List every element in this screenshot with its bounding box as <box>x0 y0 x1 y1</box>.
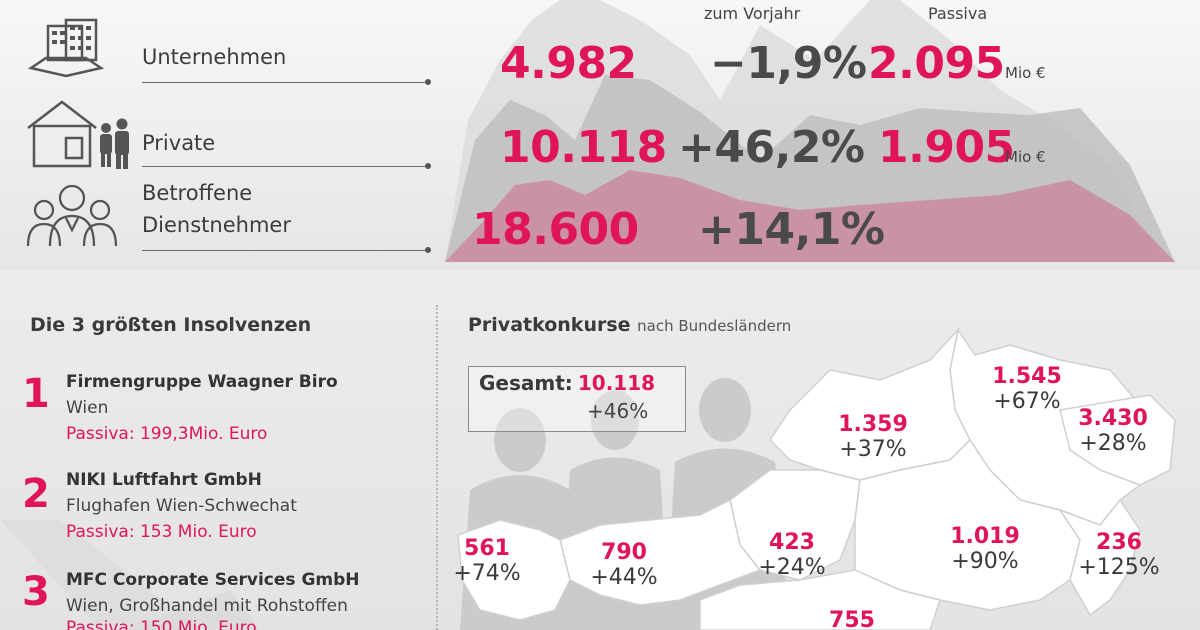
largest-insolvencies-title: Die 3 größten Insolvenzen <box>30 314 312 336</box>
insolvency-name-1: Firmengruppe Waagner Biro <box>66 372 338 392</box>
state-value: 236 <box>1096 530 1142 555</box>
map-title: Privatkonkurse nach Bundesländern <box>468 314 791 336</box>
map-region-burgenland <box>1058 498 1141 617</box>
state-kaernten: 755 <box>812 608 892 630</box>
state-change: +125% <box>1078 555 1160 580</box>
column-header-liabilities: Passiva <box>928 4 988 23</box>
insolvency-location-1: Wien <box>66 398 109 418</box>
row-rule-dot <box>425 79 431 85</box>
state-value: 755 <box>829 608 875 630</box>
state-salzburg: 423 +24% <box>752 530 832 580</box>
total-box: Gesamt: 10.118 +46% <box>468 366 686 432</box>
section-divider <box>436 305 438 630</box>
state-burgenland: 236 +125% <box>1074 530 1164 580</box>
map-title-main: Privatkonkurse <box>468 314 631 336</box>
insolvency-liabilities-3: Passiva: 150 Mio. Euro <box>66 618 257 630</box>
state-value: 561 <box>464 536 510 561</box>
state-value: 790 <box>601 540 647 565</box>
map-region-tirol <box>559 498 762 606</box>
state-change: +74% <box>453 561 521 586</box>
insolvency-name-2: NIKI Luftfahrt GmbH <box>66 470 262 490</box>
total-label: Gesamt: <box>479 371 573 395</box>
row-rule-dot <box>425 163 431 169</box>
companies-liabilities: 2.095 <box>868 38 1005 89</box>
row-rule-private <box>142 166 428 167</box>
employees-change: +14,1% <box>698 204 885 255</box>
total-change: +46% <box>587 399 649 423</box>
state-vorarlberg: 561 +74% <box>452 536 522 586</box>
companies-change: −1,9% <box>710 38 867 89</box>
private-count: 10.118 <box>500 122 667 173</box>
state-change: +37% <box>839 437 907 462</box>
state-value: 1.545 <box>992 364 1062 389</box>
state-oberoesterreich: 1.359 +37% <box>828 412 918 462</box>
insolvency-name-3: MFC Corporate Services GmbH <box>66 570 360 590</box>
state-change: +90% <box>951 549 1019 574</box>
map-region-kaernten <box>699 569 941 630</box>
state-change: +28% <box>1079 431 1147 456</box>
insolvency-rank-1: 1 <box>22 371 50 417</box>
state-change: +24% <box>758 555 826 580</box>
insolvency-location-2: Flughafen Wien-Schwechat <box>66 496 297 516</box>
row-label-private: Private <box>142 131 216 155</box>
map-region-wien <box>1059 394 1176 486</box>
insolvency-liabilities-1: Passiva: 199,3Mio. Euro <box>66 424 268 444</box>
companies-liabilities-unit: Mio € <box>1005 64 1046 82</box>
total-value: 10.118 <box>577 371 656 395</box>
companies-count: 4.982 <box>500 38 637 89</box>
insolvency-location-3: Wien, Großhandel mit Rohstoffen <box>66 596 348 616</box>
state-value: 423 <box>769 530 815 555</box>
map-title-sub: nach Bundesländern <box>637 317 792 335</box>
map-region-vorarlberg <box>457 519 571 621</box>
insolvency-liabilities-2: Passiva: 153 Mio. Euro <box>66 522 257 542</box>
state-niederoesterreich-nord: 1.545 +67% <box>982 364 1072 414</box>
state-value: 1.359 <box>838 412 908 437</box>
insolvency-rank-2: 2 <box>22 471 50 517</box>
state-wien: 3.430 +28% <box>1068 406 1158 456</box>
state-change: +67% <box>993 389 1061 414</box>
row-rule-companies <box>142 82 428 83</box>
row-label-companies: Unternehmen <box>142 45 287 69</box>
employees-group-icon <box>26 184 118 247</box>
column-header-change: zum Vorjahr <box>704 4 801 23</box>
private-liabilities: 1.905 <box>878 122 1015 173</box>
row-label-employees-line2: Dienstnehmer <box>142 213 291 237</box>
row-rule-dot <box>425 247 431 253</box>
state-value: 3.430 <box>1078 406 1148 431</box>
total-line: Gesamt: 10.118 <box>479 371 655 395</box>
state-tirol: 790 +44% <box>584 540 664 590</box>
private-liabilities-unit: Mio € <box>1005 148 1046 166</box>
state-value: 1.019 <box>950 524 1020 549</box>
private-change: +46,2% <box>678 122 865 173</box>
house-family-icon <box>27 100 129 169</box>
state-change: +44% <box>590 565 658 590</box>
row-label-employees-line1: Betroffene <box>142 181 253 205</box>
row-rule-employees <box>142 250 428 251</box>
insolvency-rank-3: 3 <box>22 569 50 615</box>
state-steiermark: 1.019 +90% <box>940 524 1030 574</box>
employees-count: 18.600 <box>472 204 639 255</box>
office-building-icon <box>27 18 105 78</box>
